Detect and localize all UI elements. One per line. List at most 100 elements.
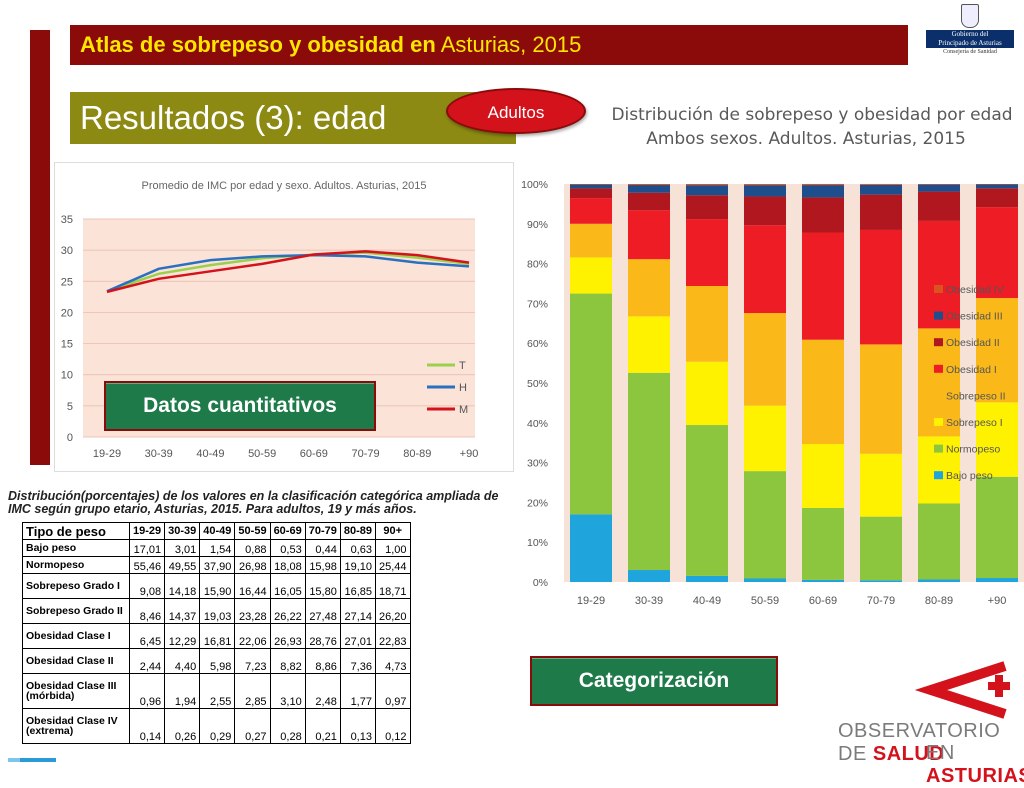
categorizacion-button[interactable]: Categorización xyxy=(530,656,778,706)
table-cell: 3,10 xyxy=(270,674,305,709)
bar-legend-label: Bajo peso xyxy=(946,470,993,482)
table-cell: 9,08 xyxy=(130,574,165,599)
table-cell: 7,36 xyxy=(340,649,375,674)
bar-segment-normopeso xyxy=(802,508,844,580)
table-cell: 49,55 xyxy=(165,557,200,574)
bar-legend-swatch xyxy=(934,471,943,479)
table-cell: 8,82 xyxy=(270,649,305,674)
bar-segment-obesidad-ii xyxy=(744,196,786,225)
bar-segment-normopeso xyxy=(686,425,728,576)
table-cell: 0,44 xyxy=(305,540,340,557)
bar-segment-obesidad-iii xyxy=(802,185,844,197)
bar-segment-sobrepeso-i xyxy=(976,402,1018,476)
bar-segment-sobrepeso-i xyxy=(570,257,612,293)
government-logo: Gobierno del Principado de Asturias Cons… xyxy=(922,2,1018,64)
bar-chart-title: Distribución de sobrepeso y obesidad por… xyxy=(611,105,1012,125)
observatorio-logo-line2: EN ASTURIAS xyxy=(926,742,1024,788)
table-cell: 25,44 xyxy=(375,557,410,574)
table-cell: 17,01 xyxy=(130,540,165,557)
x-tick-label: 80-89 xyxy=(403,448,431,460)
bar-legend-swatch xyxy=(934,312,943,320)
gov-logo-line2: Principado de Asturias xyxy=(926,39,1014,48)
bar-legend-swatch xyxy=(934,285,943,293)
bar-x-tick-label: +90 xyxy=(988,595,1007,607)
y-tick-label: 20 xyxy=(61,307,73,319)
table-header-col: 40-49 xyxy=(200,523,235,540)
bar-x-tick-label: 19-29 xyxy=(577,595,605,607)
bar-segment-bajo-peso xyxy=(686,576,728,582)
bar-legend-swatch xyxy=(934,338,943,346)
datos-cuantitativos-button[interactable]: Datos cuantitativos xyxy=(104,381,376,431)
bar-segment-obesidad-iii xyxy=(976,184,1018,188)
table-cell: 14,37 xyxy=(165,599,200,624)
bar-x-tick-label: 70-79 xyxy=(867,595,895,607)
header-banner: Atlas de sobrepeso y obesidad en Asturia… xyxy=(70,25,908,65)
x-tick-label: 40-49 xyxy=(196,448,224,460)
table-header-col: 60-69 xyxy=(270,523,305,540)
gov-logo-line3: Consejería de Sanidad xyxy=(922,48,1018,56)
bar-y-tick-label: 20% xyxy=(527,497,548,509)
table-cell: 23,28 xyxy=(235,599,270,624)
bar-segment-sobrepeso-ii xyxy=(744,313,786,406)
bar-y-tick-label: 0% xyxy=(533,577,548,589)
table-cell: 4,73 xyxy=(375,649,410,674)
table-cell: 0,97 xyxy=(375,674,410,709)
bar-segment-obesidad-i xyxy=(744,225,786,313)
bar-segment-obesidad-iii xyxy=(860,185,902,195)
table-cell: 6,45 xyxy=(130,624,165,649)
stacked-bar-chart: Distribución de sobrepeso y obesidad por… xyxy=(516,92,1024,640)
bar-segment-sobrepeso-i xyxy=(802,444,844,508)
bar-y-tick-label: 40% xyxy=(527,418,548,430)
table-row-label: Obesidad Clase I xyxy=(23,624,130,649)
x-tick-label: 70-79 xyxy=(352,448,380,460)
table-cell: 0,12 xyxy=(375,709,410,744)
bar-legend-swatch xyxy=(934,391,943,399)
bar-segment-obesidad-ii xyxy=(802,197,844,232)
table-cell: 19,10 xyxy=(340,557,375,574)
bar-segment-obesidad-ii xyxy=(860,195,902,230)
bar-x-tick-label: 40-49 xyxy=(693,595,721,607)
x-tick-label: 19-29 xyxy=(93,448,121,460)
table-cell: 15,98 xyxy=(305,557,340,574)
bar-legend-label: Sobrepeso II xyxy=(946,390,1006,402)
bar-segment-sobrepeso-i xyxy=(744,406,786,471)
bar-segment-normopeso xyxy=(976,477,1018,578)
table-cell: 0,63 xyxy=(340,540,375,557)
bar-segment-obesidad-iv xyxy=(570,184,612,185)
coat-of-arms-icon xyxy=(961,4,979,28)
table-cell: 22,06 xyxy=(235,624,270,649)
bar-y-tick-label: 60% xyxy=(527,338,548,350)
table-cell: 0,21 xyxy=(305,709,340,744)
table-cell: 12,29 xyxy=(165,624,200,649)
bar-segment-obesidad-iv xyxy=(686,184,728,185)
bar-x-tick-label: 50-59 xyxy=(751,595,779,607)
bar-segment-bajo-peso xyxy=(918,579,960,582)
bar-segment-normopeso xyxy=(570,294,612,515)
y-tick-label: 15 xyxy=(61,339,73,351)
table-cell: 1,94 xyxy=(165,674,200,709)
table-cell: 0,29 xyxy=(200,709,235,744)
bar-segment-normopeso xyxy=(918,503,960,579)
bar-legend-label: Normopeso xyxy=(946,444,1000,456)
table-cell: 22,83 xyxy=(375,624,410,649)
table-cell: 14,18 xyxy=(165,574,200,599)
bar-segment-sobrepeso-i xyxy=(686,362,728,425)
table-cell: 28,76 xyxy=(305,624,340,649)
y-tick-label: 5 xyxy=(67,401,73,413)
table-cell: 4,40 xyxy=(165,649,200,674)
table-cell: 7,23 xyxy=(235,649,270,674)
bar-segment-obesidad-iii xyxy=(744,185,786,196)
table-header-col: 90+ xyxy=(375,523,410,540)
table-cell: 3,01 xyxy=(165,540,200,557)
table-cell: 0,26 xyxy=(165,709,200,744)
table-cell: 8,86 xyxy=(305,649,340,674)
bar-segment-obesidad-iii xyxy=(628,185,670,193)
table-cell: 0,96 xyxy=(130,674,165,709)
table-header-tipo: Tipo de peso xyxy=(23,523,130,540)
